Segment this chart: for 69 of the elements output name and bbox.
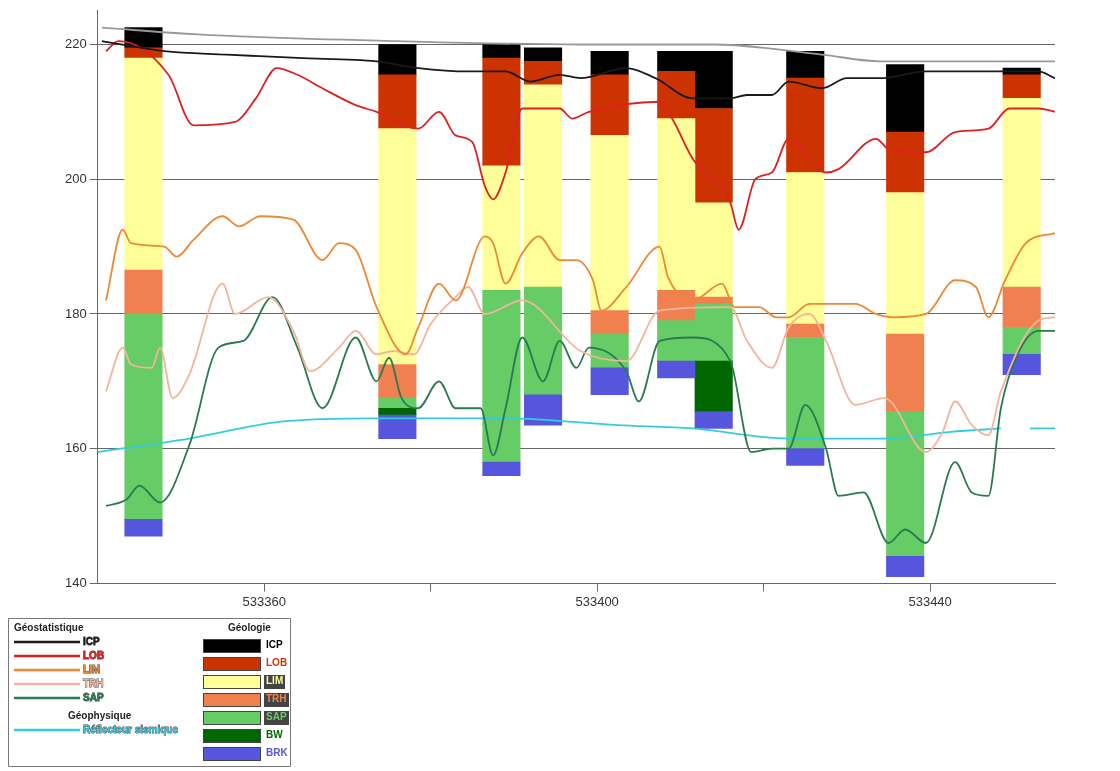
bar [1002,74,1041,99]
text: Géostatistique [14,621,84,633]
bar [378,44,417,76]
bar [886,64,925,133]
bar [786,77,825,173]
bar [786,172,825,325]
text: BW [265,729,284,742]
bar [1002,98,1041,288]
bar [378,74,417,130]
y-tick-label: 160 [64,440,87,456]
bar [523,84,563,288]
text: LOB [265,657,289,670]
line-series [105,296,1055,544]
bar [482,44,521,59]
bar [886,333,925,412]
bar [694,411,733,429]
text: Géophysique [68,709,132,721]
bar [886,131,925,194]
text: ICP [83,635,100,647]
bar [482,461,521,476]
line-series [105,282,1055,453]
text: SAP [83,691,104,703]
bar [786,337,825,449]
bar [786,50,825,79]
bar [482,290,521,463]
bar [124,313,163,520]
y-tick-label: 220 [64,36,87,52]
bar [1002,286,1041,328]
bar [124,57,163,271]
bar [482,165,521,291]
bar [523,60,563,86]
bar [124,519,163,537]
bar [886,411,925,557]
bar [124,269,163,315]
text: Géologie [228,621,272,633]
bar [657,360,696,379]
bar [590,135,629,311]
bar [523,394,563,426]
text: TRH [83,677,104,689]
x-tick-label: 533360 [242,593,286,609]
y-tick-label: 200 [64,170,87,186]
line-series [105,215,1055,356]
text: LIM [264,675,286,689]
line-series [105,40,1055,231]
bar [590,74,629,136]
text: LIM [83,663,101,675]
text: SAP [264,711,289,725]
x-tick-label: 533440 [908,593,952,609]
y-tick-label: 140 [64,574,87,590]
bar [886,192,925,335]
text: Réflecteur sismique [83,723,179,735]
bar [378,414,417,439]
x-tick-label: 533400 [575,593,619,609]
bar [378,128,417,365]
bar [482,57,521,167]
bar [523,47,563,62]
bar [590,310,629,335]
bar [590,367,629,396]
text: BRK [265,747,289,760]
text: ICP [265,639,284,652]
bar [378,364,417,399]
bar [523,286,563,396]
text: TRH [264,693,289,707]
y-tick-label: 180 [64,305,87,321]
text: LOB [83,649,105,661]
bar [694,360,733,412]
bar [786,448,825,466]
bar [378,407,417,416]
bar [886,556,925,577]
